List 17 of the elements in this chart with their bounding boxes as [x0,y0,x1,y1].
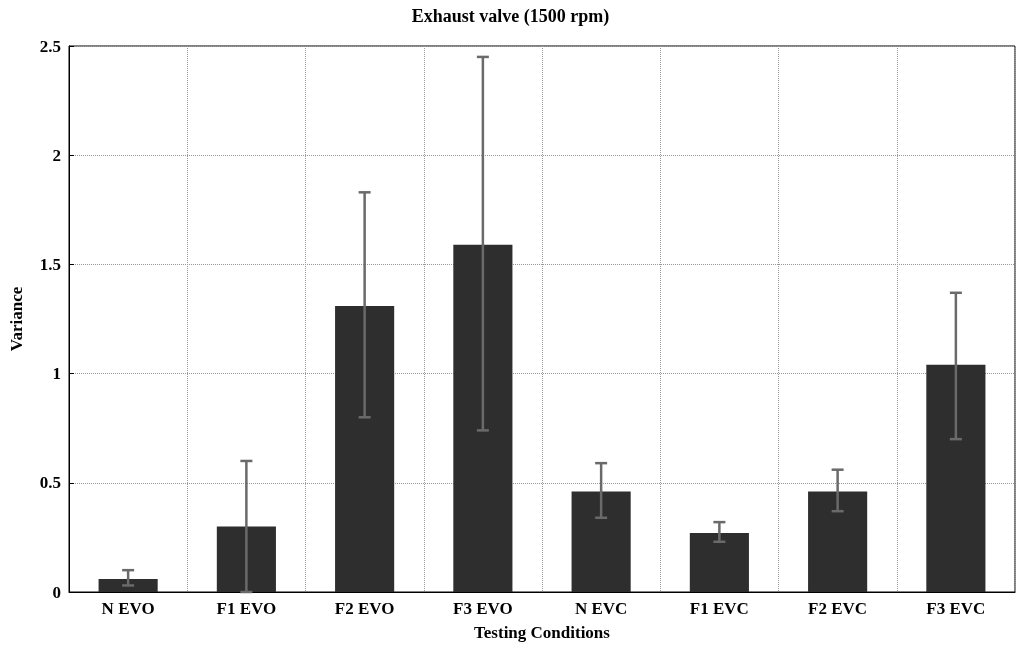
x-tick-label: F1 EVO [216,599,277,618]
chart-title: Exhaust valve (1500 rpm) [411,6,610,27]
x-tick-label: N EVC [574,599,628,618]
y-tick-label: 2 [52,145,61,165]
y-tick-label: 1 [52,364,61,384]
y-tick-label: 0 [52,582,61,602]
x-tick-label: F3 EVC [926,599,986,618]
x-tick-label: N EVO [101,599,155,618]
y-tick-label: 2.5 [39,36,61,56]
x-tick-label: F3 EVO [453,599,513,618]
x-tick-label: F1 EVC [689,599,749,618]
y-tick-label: 0.5 [39,473,61,493]
x-tick-label: F2 EVC [808,599,868,618]
x-axis-title: Testing Conditions [474,623,611,642]
x-tick-label: F2 EVO [334,599,395,618]
y-tick-label: 1.5 [39,254,61,274]
y-axis-title: Variance [7,286,26,352]
